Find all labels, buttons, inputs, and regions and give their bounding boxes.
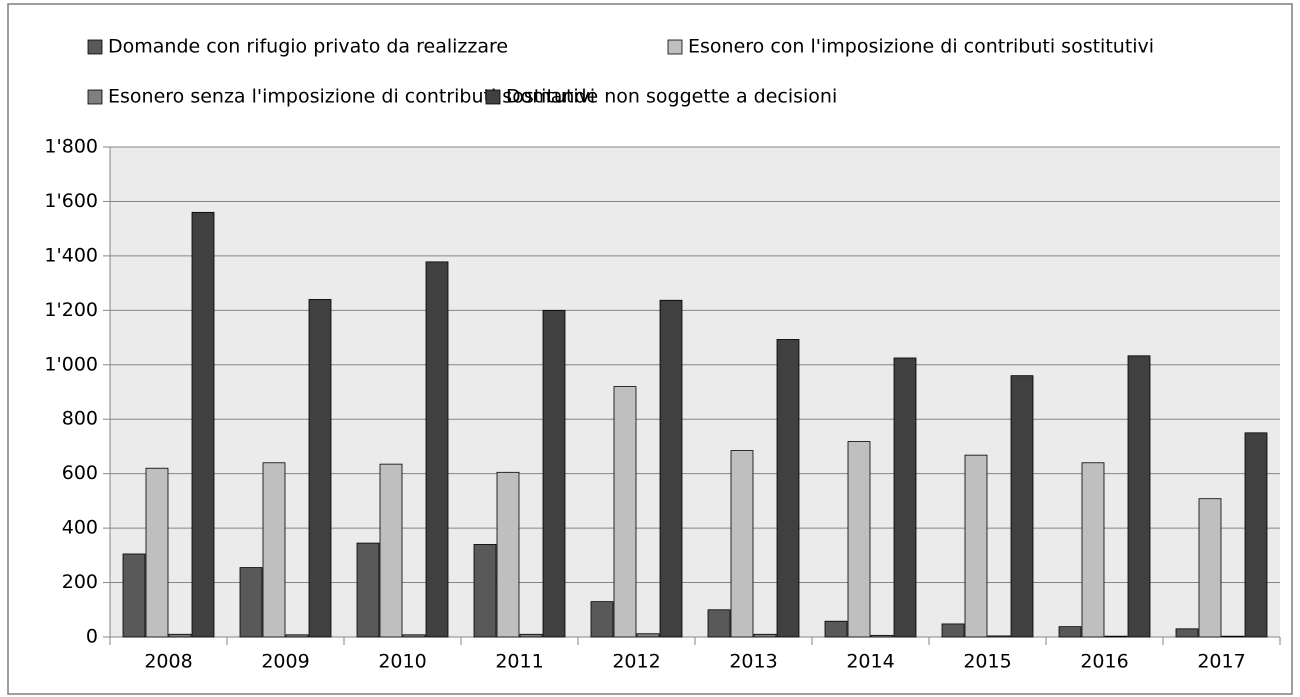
bar [122, 553, 146, 638]
bar [308, 299, 332, 638]
bar [145, 467, 169, 638]
x-tick-label: 2013 [729, 651, 777, 673]
y-tick-label: 1'400 [44, 244, 98, 266]
bar [941, 623, 965, 638]
bar [987, 635, 1011, 638]
bar [893, 357, 917, 638]
x-tick-label: 2008 [144, 651, 192, 673]
bar [1175, 628, 1199, 638]
x-tick-label: 2014 [846, 651, 894, 673]
y-tick-label: 600 [62, 462, 98, 484]
bar [402, 634, 426, 638]
y-tick-label: 0 [86, 626, 98, 648]
bar [191, 211, 215, 638]
bar [1221, 635, 1245, 638]
y-tick-label: 1'800 [44, 136, 98, 158]
y-tick-label: 1'200 [44, 299, 98, 321]
bar [356, 542, 380, 638]
plot-area [110, 147, 1280, 637]
bar [613, 386, 637, 638]
legend-label: Esonero con l'imposizione di contributi … [688, 36, 1154, 58]
legend-swatch [87, 89, 103, 105]
x-tick-label: 2012 [612, 651, 660, 673]
bar [590, 601, 614, 638]
bar [239, 567, 263, 638]
x-tick-label: 2015 [963, 651, 1011, 673]
bar [1058, 626, 1082, 638]
bar [473, 544, 497, 638]
bar [730, 450, 754, 638]
x-tick-label: 2010 [378, 651, 426, 673]
bar [542, 309, 566, 638]
bar [1127, 355, 1151, 638]
bar [262, 462, 286, 638]
bar [519, 633, 543, 638]
legend-swatch [87, 39, 103, 55]
bar [285, 634, 309, 638]
legend-swatch [485, 89, 501, 105]
y-tick-label: 1'600 [44, 190, 98, 212]
x-tick-label: 2016 [1080, 651, 1128, 673]
bar [964, 454, 988, 638]
bar [1081, 462, 1105, 638]
bar [496, 471, 520, 638]
y-tick-label: 200 [62, 571, 98, 593]
bar [636, 633, 660, 638]
x-tick-label: 2011 [495, 651, 543, 673]
bar [379, 463, 403, 638]
bar [776, 339, 800, 638]
bar [870, 634, 894, 638]
bar [707, 609, 731, 638]
bar [824, 620, 848, 638]
bar [168, 633, 192, 638]
bar [753, 633, 777, 638]
bar [659, 299, 683, 638]
x-tick-label: 2017 [1197, 651, 1245, 673]
bar [425, 261, 449, 638]
legend-swatch [667, 39, 683, 55]
bar [1104, 635, 1128, 638]
bar [847, 441, 871, 638]
bar [1244, 432, 1268, 638]
bar [1010, 375, 1034, 638]
y-tick-label: 800 [62, 408, 98, 430]
y-tick-label: 1'000 [44, 353, 98, 375]
legend-label: Domande con rifugio privato da realizzar… [108, 36, 508, 58]
y-tick-label: 400 [62, 517, 98, 539]
legend-label: Esonero senza l'imposizione di contribut… [108, 86, 595, 108]
bar [1198, 498, 1222, 638]
x-tick-label: 2009 [261, 651, 309, 673]
legend-label: Domande non soggette a decisioni [506, 86, 837, 108]
